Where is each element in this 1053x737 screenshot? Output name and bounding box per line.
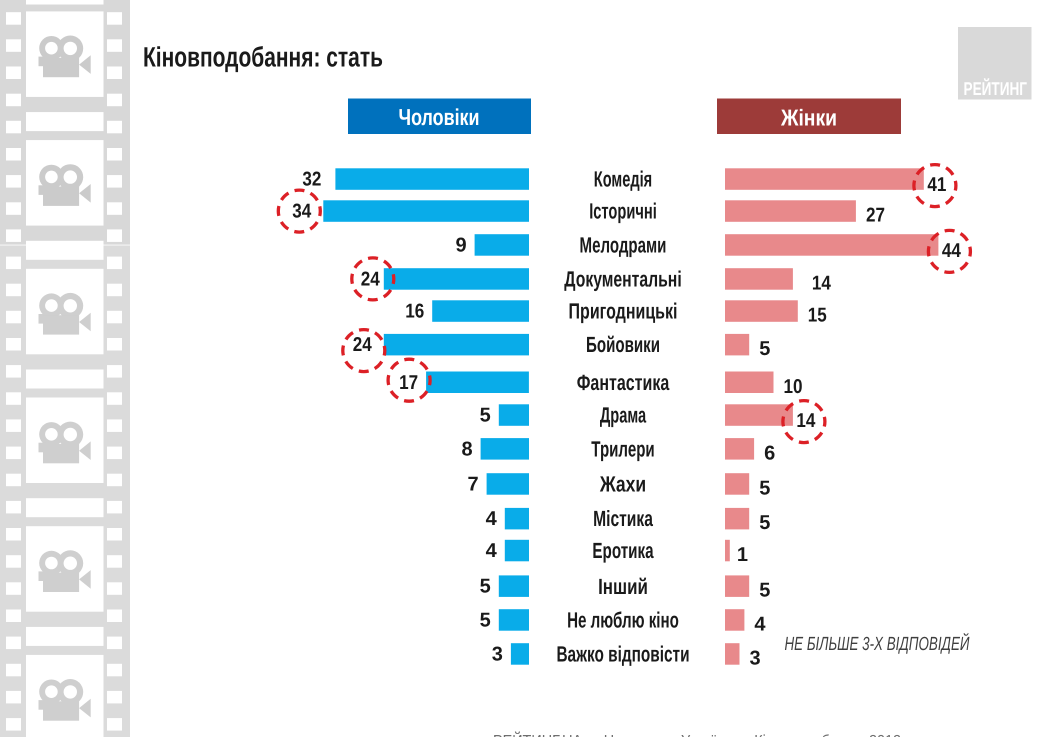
svg-text:Жахи: Жахи (599, 472, 646, 497)
svg-text:44: 44 (942, 240, 962, 262)
svg-text:НЕ БІЛЬШЕ 3-Х ВІДПОВІДЕЙ: НЕ БІЛЬШЕ 3-Х ВІДПОВІДЕЙ (785, 632, 970, 655)
svg-text:4: 4 (486, 508, 498, 530)
svg-text:9: 9 (455, 234, 466, 256)
svg-text:3: 3 (750, 648, 761, 670)
svg-text:4: 4 (486, 540, 498, 562)
svg-text:8: 8 (461, 438, 472, 460)
svg-text:17: 17 (399, 372, 418, 394)
svg-text:5: 5 (480, 405, 491, 427)
svg-text:Комедія: Комедія (594, 167, 652, 192)
svg-text:Документальні: Документальні (564, 267, 681, 292)
svg-text:14: 14 (812, 272, 832, 294)
svg-text:7: 7 (467, 473, 478, 495)
svg-text:34: 34 (292, 201, 312, 223)
svg-text:27: 27 (866, 205, 885, 227)
svg-text:РЕЙТИНГ: РЕЙТИНГ (964, 78, 1028, 99)
svg-text:41: 41 (927, 174, 946, 196)
svg-text:РЕЙТИНГ.UA — Населення України: РЕЙТИНГ.UA — Населення України — Кіновпо… (493, 731, 901, 737)
svg-text:4: 4 (754, 614, 766, 636)
svg-text:5: 5 (759, 338, 770, 360)
svg-text:Мелодрами: Мелодрами (580, 233, 667, 258)
svg-text:Інший: Інший (598, 574, 648, 599)
svg-text:Важко відповісти: Важко відповісти (556, 642, 689, 667)
svg-text:Еротика: Еротика (592, 538, 654, 563)
svg-text:5: 5 (480, 576, 491, 598)
svg-text:Пригодницькі: Пригодницькі (569, 299, 678, 324)
svg-text:Бойовики: Бойовики (586, 332, 660, 357)
svg-text:24: 24 (353, 334, 373, 356)
svg-text:6: 6 (764, 442, 775, 464)
svg-text:15: 15 (808, 305, 827, 327)
svg-text:24: 24 (361, 268, 381, 290)
svg-text:Чоловіки: Чоловіки (399, 104, 480, 130)
svg-text:Містика: Містика (593, 506, 653, 531)
svg-text:Фантастика: Фантастика (577, 370, 670, 395)
svg-text:Не люблю кіно: Не люблю кіно (567, 608, 679, 633)
svg-text:Трилери: Трилери (591, 437, 654, 462)
svg-text:5: 5 (759, 512, 770, 534)
svg-text:Жінки: Жінки (780, 105, 837, 131)
svg-text:16: 16 (405, 301, 424, 323)
svg-text:3: 3 (492, 644, 503, 666)
svg-text:5: 5 (759, 477, 770, 499)
svg-text:Драма: Драма (600, 403, 647, 428)
svg-text:Кіновподобання: стать: Кіновподобання: стать (143, 42, 383, 73)
svg-text:14: 14 (796, 410, 816, 432)
svg-text:5: 5 (480, 610, 491, 632)
svg-text:Історичні: Історичні (589, 199, 657, 224)
svg-text:32: 32 (302, 169, 321, 191)
svg-text:5: 5 (759, 580, 770, 602)
svg-text:1: 1 (737, 544, 748, 566)
svg-text:10: 10 (784, 376, 803, 398)
